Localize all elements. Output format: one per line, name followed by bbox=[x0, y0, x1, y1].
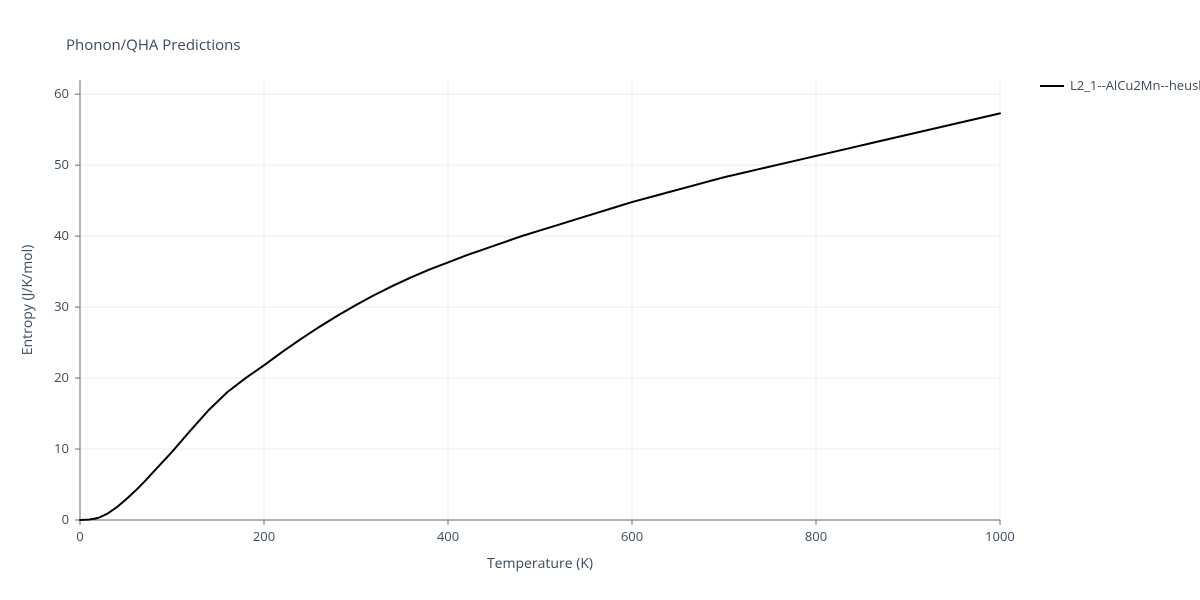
series-line bbox=[80, 113, 1000, 520]
legend-label: L2_1--AlCu2Mn--heusler bbox=[1070, 76, 1200, 94]
y-tick-label: 0 bbox=[62, 510, 69, 528]
x-tick-label: 800 bbox=[805, 527, 827, 545]
chart-container: { "chart": { "type": "line", "title": "P… bbox=[0, 0, 1200, 600]
y-tick-label: 60 bbox=[54, 84, 69, 102]
x-axis-label: Temperature (K) bbox=[487, 554, 593, 573]
x-tick-label: 1000 bbox=[985, 527, 1015, 545]
x-tick-label: 400 bbox=[437, 527, 459, 545]
y-tick-label: 20 bbox=[54, 368, 69, 386]
y-tick-label: 30 bbox=[54, 297, 69, 315]
x-tick-label: 0 bbox=[76, 527, 83, 545]
y-axis-label: Entropy (J/K/mol) bbox=[18, 245, 37, 356]
x-tick-label: 600 bbox=[621, 527, 643, 545]
y-tick-label: 10 bbox=[54, 439, 69, 457]
x-tick-label: 200 bbox=[253, 527, 275, 545]
y-tick-label: 50 bbox=[54, 155, 69, 173]
y-tick-label: 40 bbox=[54, 226, 69, 244]
chart-svg: 0 200 400 600 800 1000 0 10 20 30 40 50 60 Temperatur… bbox=[0, 0, 1200, 600]
chart-title: Phonon/QHA Predictions bbox=[66, 35, 241, 55]
